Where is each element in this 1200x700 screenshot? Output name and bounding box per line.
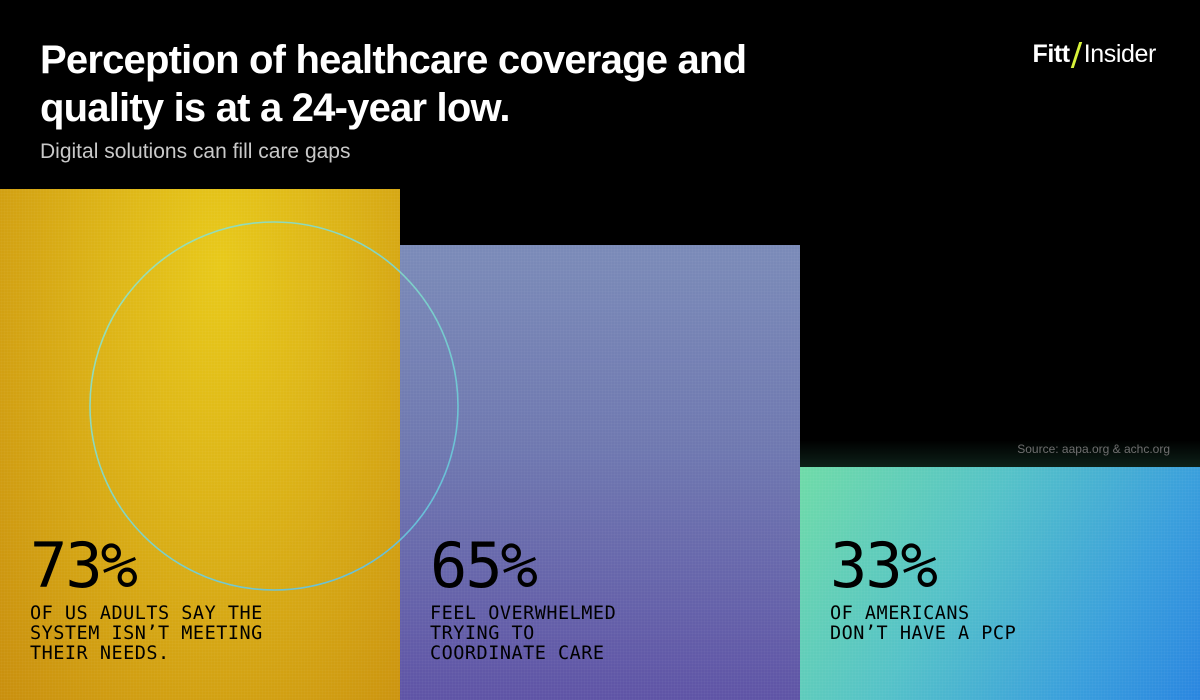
bar-panel-65	[400, 245, 800, 700]
decorative-ring-icon	[89, 221, 459, 591]
page-title: Perception of healthcare coverage and qu…	[40, 38, 747, 130]
stat-value-2: 65%	[430, 529, 538, 602]
stat-block-3: 33% OF AMERICANS DON’T HAVE A PCP	[830, 529, 1017, 644]
page-subtitle: Digital solutions can fill care gaps	[40, 140, 351, 163]
ring-circle	[89, 221, 459, 591]
stat-value-3: 33%	[830, 529, 938, 602]
stat-block-2: 65% FEEL OVERWHELMED TRYING TO COORDINAT…	[430, 529, 617, 664]
bar-panel-33	[800, 467, 1200, 700]
logo-name: Insider	[1083, 40, 1157, 68]
stat-label-2: FEEL OVERWHELMED TRYING TO COORDINATE CA…	[430, 603, 617, 664]
source-note: Source: aapa.org & achc.org	[1017, 442, 1170, 456]
stat-label-3: OF AMERICANS DON’T HAVE A PCP	[830, 603, 1017, 644]
logo-brand: Fitt	[1032, 40, 1070, 68]
stat-value-1: 73%	[30, 529, 138, 602]
stat-label-1: OF US ADULTS SAY THE SYSTEM ISN’T MEETIN…	[30, 603, 263, 664]
logo-slash-icon	[1070, 41, 1082, 68]
fitt-insider-logo: Fitt Insider	[1032, 40, 1156, 69]
stat-block-1: 73% OF US ADULTS SAY THE SYSTEM ISN’T ME…	[30, 529, 263, 664]
panel-glow	[800, 440, 1200, 470]
bar-panel-73	[0, 189, 400, 700]
